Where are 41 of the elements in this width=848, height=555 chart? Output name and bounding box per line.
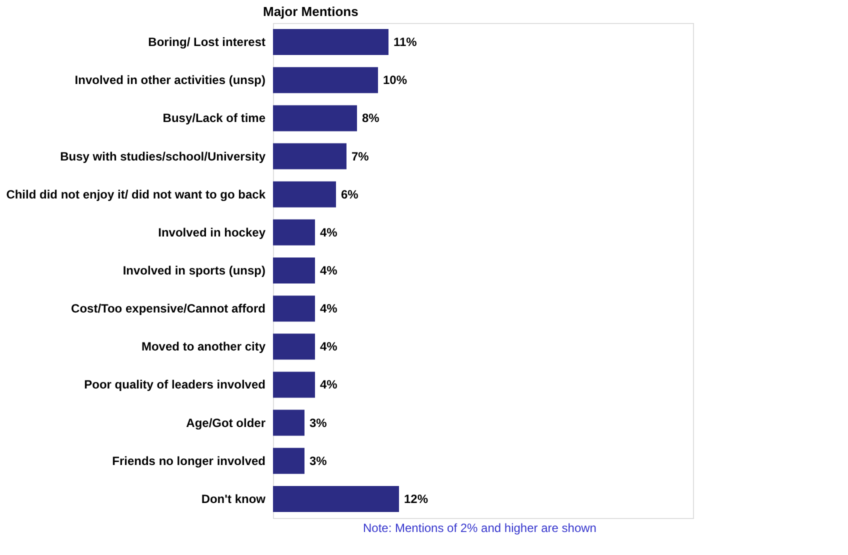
- y-tick-label: Age/Got older: [186, 416, 266, 430]
- data-label: 8%: [362, 111, 380, 126]
- data-label: 10%: [383, 73, 408, 88]
- data-label: 4%: [320, 378, 338, 392]
- bar: [273, 448, 304, 474]
- y-tick-label: Don't know: [201, 492, 266, 506]
- data-label: 4%: [320, 340, 338, 354]
- text: Note: Mentions of 2% and higher are shown: [363, 521, 596, 535]
- y-tick-label: Cost/Too expensive/Cannot afford: [71, 302, 266, 316]
- bar: [273, 219, 315, 246]
- data-label: 6%: [341, 187, 359, 202]
- bar: [273, 143, 346, 170]
- chart-title: Major Mentions: [263, 4, 358, 19]
- y-tick-label: Friends no longer involved: [112, 454, 266, 468]
- data-label: 3%: [310, 416, 328, 430]
- bar: [273, 372, 315, 398]
- data-label: 4%: [320, 264, 338, 278]
- data-label: 12%: [404, 492, 428, 506]
- data-label: 11%: [394, 35, 418, 50]
- y-tick-label: Busy with studies/school/University: [60, 149, 266, 164]
- bar: [273, 258, 315, 284]
- bar: [273, 334, 315, 360]
- bar: [273, 105, 357, 132]
- data-label: 4%: [320, 225, 338, 240]
- y-tick-label: Moved to another city: [141, 340, 266, 354]
- bar: [273, 486, 399, 512]
- y-tick-label: Involved in hockey: [158, 225, 266, 240]
- y-tick-label: Busy/Lack of time: [162, 111, 266, 126]
- y-tick-label: Involved in other activities (unsp): [74, 73, 266, 88]
- data-label: 3%: [310, 454, 328, 468]
- data-label: 7%: [352, 149, 370, 164]
- bar: [273, 410, 304, 436]
- y-tick-label: Involved in sports (unsp): [122, 264, 266, 278]
- bar: [273, 29, 388, 56]
- y-tick-label: Child did not enjoy it/ did not want to go back: [6, 187, 266, 202]
- bar: [273, 181, 336, 208]
- y-tick-label: Poor quality of leaders involved: [84, 378, 266, 392]
- data-label: 4%: [320, 302, 338, 316]
- y-tick-label: Boring/ Lost interest: [148, 35, 266, 50]
- bar: [273, 67, 378, 94]
- bar: [273, 296, 315, 322]
